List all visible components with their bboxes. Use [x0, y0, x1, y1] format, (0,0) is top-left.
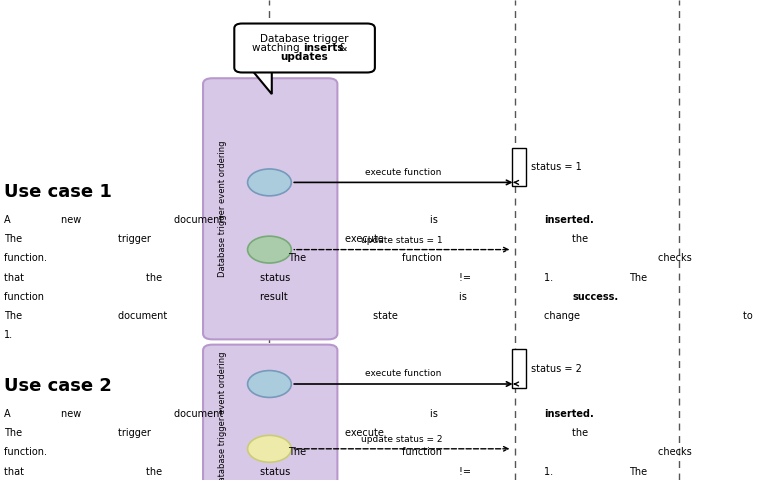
FancyBboxPatch shape [203, 345, 337, 480]
Text: execute function: execute function [366, 369, 441, 378]
Text: update status = 2: update status = 2 [361, 435, 443, 444]
Text: 1.: 1. [4, 330, 13, 340]
Text: execute: execute [345, 234, 387, 244]
Text: document: document [118, 311, 170, 321]
Circle shape [248, 371, 291, 397]
FancyBboxPatch shape [234, 24, 375, 72]
Text: checks: checks [658, 253, 694, 264]
Text: checks: checks [658, 447, 694, 457]
Text: 1.: 1. [544, 273, 556, 283]
Text: The: The [629, 273, 651, 283]
Text: document: document [174, 215, 226, 225]
Text: the: the [572, 428, 592, 438]
Text: function: function [402, 447, 445, 457]
Text: !=: != [458, 467, 474, 477]
Polygon shape [250, 68, 272, 94]
Text: is: is [458, 292, 469, 302]
Text: to: to [743, 311, 756, 321]
Text: inserts: inserts [303, 43, 344, 53]
Text: trigger: trigger [118, 234, 154, 244]
Bar [512, 148, 526, 186]
Text: The: The [629, 467, 651, 477]
Text: !=: != [458, 273, 474, 283]
Text: the: the [146, 273, 166, 283]
Text: that: that [4, 467, 27, 477]
Text: inserted.: inserted. [544, 409, 594, 419]
Text: watching: watching [252, 43, 303, 53]
Text: Database trigger: Database trigger [260, 34, 349, 44]
Text: execute function: execute function [366, 168, 441, 177]
Text: The: The [288, 447, 309, 457]
Text: A: A [4, 215, 13, 225]
Text: Use case 1: Use case 1 [4, 183, 112, 201]
Text: Database trigger event ordering: Database trigger event ordering [218, 352, 227, 480]
Text: success.: success. [572, 292, 619, 302]
Text: execute: execute [345, 428, 387, 438]
Text: status: status [260, 273, 293, 283]
Text: new: new [61, 409, 84, 419]
Text: update status = 1: update status = 1 [361, 236, 443, 245]
Text: 1.: 1. [544, 467, 556, 477]
Text: Database trigger event ordering: Database trigger event ordering [218, 141, 227, 277]
Text: The: The [4, 234, 25, 244]
Text: the: the [572, 234, 592, 244]
Text: is: is [430, 409, 441, 419]
Text: &: & [336, 43, 348, 53]
FancyBboxPatch shape [203, 78, 337, 339]
Text: The: The [4, 428, 25, 438]
Text: trigger: trigger [118, 428, 154, 438]
Text: change: change [544, 311, 583, 321]
Text: the: the [146, 467, 166, 477]
Text: A: A [4, 409, 13, 419]
Text: state: state [373, 311, 401, 321]
Text: document: document [174, 409, 226, 419]
Text: function.: function. [4, 447, 50, 457]
Text: is: is [430, 215, 441, 225]
Text: result: result [260, 292, 291, 302]
Circle shape [248, 169, 291, 196]
Text: function: function [4, 292, 47, 302]
Text: Use case 2: Use case 2 [4, 377, 112, 396]
Text: The: The [4, 311, 25, 321]
Bar [512, 349, 526, 388]
Text: function.: function. [4, 253, 50, 264]
Text: status = 2: status = 2 [531, 364, 582, 373]
Circle shape [248, 236, 291, 263]
Text: new: new [61, 215, 84, 225]
Text: that: that [4, 273, 27, 283]
Text: status: status [260, 467, 293, 477]
Circle shape [248, 435, 291, 462]
Text: updates: updates [280, 52, 329, 62]
Text: The: The [288, 253, 309, 264]
Text: status = 1: status = 1 [531, 162, 582, 172]
Text: function: function [402, 253, 445, 264]
Text: inserted.: inserted. [544, 215, 594, 225]
